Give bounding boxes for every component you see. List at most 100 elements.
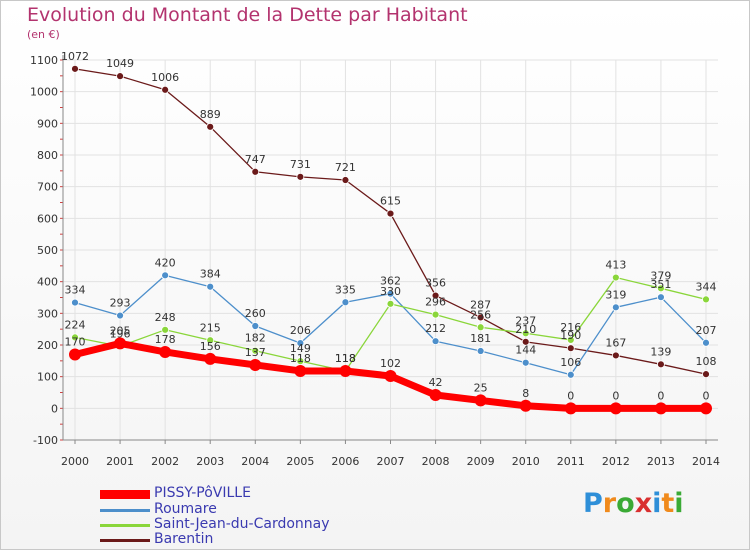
data-label: 379 bbox=[650, 269, 671, 282]
data-label: 108 bbox=[696, 355, 717, 368]
series-point-3 bbox=[476, 313, 485, 322]
data-label: 102 bbox=[380, 357, 401, 370]
logo-letter: x bbox=[634, 488, 653, 519]
data-label-layer: 170 205 178 156 137 118 118 102 42 25 8 0 0 0 0 334 293 4… bbox=[61, 50, 717, 402]
series-point-1 bbox=[611, 303, 620, 312]
series-point-0 bbox=[700, 402, 712, 415]
data-label: 170 bbox=[65, 336, 86, 349]
data-label: 296 bbox=[425, 296, 446, 309]
data-label: 362 bbox=[380, 275, 401, 288]
data-label: 8 bbox=[522, 387, 529, 400]
data-label: 889 bbox=[200, 108, 221, 121]
data-label: 0 bbox=[657, 389, 664, 402]
data-label: 106 bbox=[560, 356, 581, 369]
data-label: 205 bbox=[110, 324, 131, 337]
data-label: 137 bbox=[245, 346, 266, 359]
data-label: 190 bbox=[560, 329, 581, 342]
x-tick-label: 2009 bbox=[467, 455, 495, 468]
x-tick-label: 2005 bbox=[286, 455, 314, 468]
series-point-3 bbox=[566, 344, 575, 353]
legend-swatch-saint-jean bbox=[100, 524, 150, 527]
series-point-3 bbox=[116, 72, 124, 81]
y-tick-label: -100 bbox=[33, 434, 58, 447]
series-point-2 bbox=[431, 310, 440, 319]
y-tick-label: 100 bbox=[37, 371, 58, 384]
data-label: 118 bbox=[335, 352, 356, 365]
x-tick-label: 2003 bbox=[196, 455, 224, 468]
series-point-2 bbox=[386, 299, 395, 308]
logo-letter: i bbox=[652, 488, 662, 519]
axis-layer: -100010020030040050060070080090010001100… bbox=[30, 54, 720, 468]
data-label: 181 bbox=[470, 332, 491, 345]
x-tick-label: 2002 bbox=[151, 455, 179, 468]
data-label: 731 bbox=[290, 158, 311, 171]
series-point-1 bbox=[431, 337, 440, 346]
series-point-3 bbox=[161, 85, 170, 94]
data-label: 210 bbox=[515, 323, 536, 336]
series-point-2 bbox=[657, 284, 665, 293]
series-point-3 bbox=[206, 122, 215, 131]
y-tick-label: 800 bbox=[37, 149, 58, 162]
x-tick-label: 2014 bbox=[692, 455, 720, 468]
x-tick-label: 2013 bbox=[647, 455, 675, 468]
logo-letter: r bbox=[602, 488, 617, 519]
series-point-1 bbox=[521, 358, 530, 367]
data-label: 182 bbox=[245, 332, 266, 345]
x-tick-label: 2004 bbox=[241, 455, 269, 468]
series-point-2 bbox=[476, 323, 485, 332]
legend-entry-pissy: PISSY-PôVILLE bbox=[100, 485, 360, 502]
data-label: 167 bbox=[605, 336, 626, 349]
series-point-0 bbox=[204, 352, 217, 365]
data-label: 237 bbox=[515, 314, 536, 327]
data-label: 260 bbox=[245, 307, 266, 320]
series-point-1 bbox=[206, 282, 215, 291]
data-label: 721 bbox=[335, 161, 356, 174]
legend-entry-barentin: Barentin bbox=[100, 531, 360, 548]
data-label: 1072 bbox=[61, 50, 89, 63]
x-tick-label: 2012 bbox=[602, 455, 630, 468]
series-point-1 bbox=[566, 370, 575, 379]
data-label: 207 bbox=[696, 324, 717, 337]
data-label: 206 bbox=[290, 324, 311, 337]
data-label: 420 bbox=[155, 256, 176, 269]
data-label: 139 bbox=[650, 345, 671, 358]
data-label: 287 bbox=[470, 298, 491, 311]
logo-letter: i bbox=[674, 488, 684, 519]
y-tick-label: 1100 bbox=[30, 54, 58, 67]
data-label: 196 bbox=[110, 327, 131, 340]
series-point-0 bbox=[384, 370, 397, 383]
legend-entry-roumare: Roumare bbox=[100, 501, 360, 518]
x-tick-label: 2011 bbox=[557, 455, 585, 468]
series-point-1 bbox=[476, 347, 485, 355]
legend-label-roumare: Roumare bbox=[154, 501, 217, 517]
data-label: 1006 bbox=[151, 71, 179, 84]
series-point-0 bbox=[474, 394, 487, 407]
series-point-1 bbox=[341, 298, 350, 307]
series-point-2 bbox=[566, 336, 575, 344]
data-label: 216 bbox=[560, 321, 581, 334]
series-point-0 bbox=[654, 402, 667, 415]
logo-letter: P bbox=[583, 488, 603, 519]
series-point-0 bbox=[519, 399, 532, 412]
data-label: 178 bbox=[155, 333, 176, 346]
legend-label-pissy: PISSY-PôVILLE bbox=[154, 485, 251, 501]
x-tick-label: 2006 bbox=[331, 455, 359, 468]
series-point-2 bbox=[161, 325, 170, 334]
series-point-0 bbox=[609, 402, 622, 415]
y-tick-label: 400 bbox=[37, 276, 58, 289]
data-label: 356 bbox=[425, 277, 446, 290]
data-label: 334 bbox=[65, 284, 86, 297]
data-label: 0 bbox=[703, 389, 710, 402]
data-label: 293 bbox=[110, 297, 131, 310]
series-point-0 bbox=[159, 345, 172, 358]
data-label: 118 bbox=[290, 352, 311, 365]
series-point-1 bbox=[386, 289, 395, 298]
data-label: 413 bbox=[605, 259, 626, 272]
data-label: 156 bbox=[200, 340, 221, 353]
data-label: 344 bbox=[696, 280, 717, 293]
y-tick-label: 200 bbox=[37, 339, 58, 352]
data-label: 330 bbox=[380, 285, 401, 298]
series-point-2 bbox=[251, 346, 260, 355]
x-tick-label: 2008 bbox=[422, 455, 450, 468]
